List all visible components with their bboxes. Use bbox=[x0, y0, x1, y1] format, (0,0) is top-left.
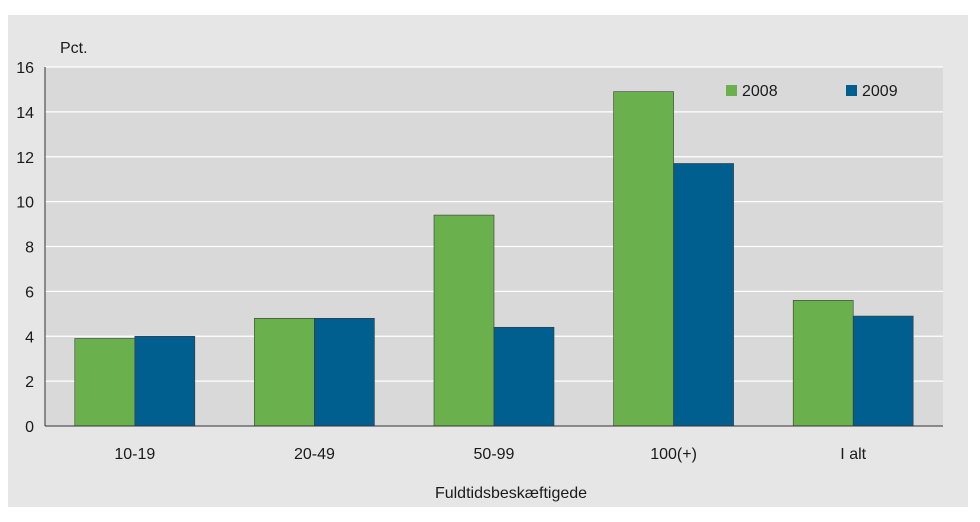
x-tick-label: 50-99 bbox=[474, 446, 515, 463]
bar-2009-I alt bbox=[852, 315, 914, 427]
bar-2009-50-99 bbox=[493, 326, 555, 427]
y-axis-title: Pct. bbox=[60, 40, 88, 57]
bar-2008-100(+) bbox=[613, 91, 674, 427]
x-tick-label: 10-19 bbox=[114, 446, 155, 463]
x-axis-title: Fuldtidsbeskæftigede bbox=[435, 485, 587, 502]
legend-label-2008: 2008 bbox=[742, 83, 778, 100]
bar-2008-I alt bbox=[792, 300, 854, 427]
y-tick-label: 4 bbox=[25, 329, 34, 346]
bar-2008-20-49 bbox=[254, 317, 315, 427]
chart-figure: 0 2 4 6 8 10 12 14 16 10-19 20-49 50-99 100(+) I alt … bbox=[8, 15, 968, 507]
legend-swatch-2008 bbox=[726, 85, 737, 96]
x-tick-label: 20-49 bbox=[294, 446, 335, 463]
x-tick-label: I alt bbox=[840, 446, 866, 463]
y-tick-label: 2 bbox=[25, 374, 34, 391]
y-tick-label: 12 bbox=[16, 150, 34, 167]
y-tick-label: 14 bbox=[16, 105, 34, 122]
bar-2008-10-19 bbox=[74, 338, 136, 427]
x-tick-label: 100(+) bbox=[650, 446, 697, 463]
y-tick-label: 6 bbox=[25, 284, 34, 301]
y-tick-label: 10 bbox=[16, 195, 34, 212]
bar-2009-10-19 bbox=[134, 335, 196, 427]
legend-label-2009: 2009 bbox=[862, 83, 898, 100]
bar-2008-50-99 bbox=[433, 214, 495, 427]
bar-2009-20-49 bbox=[314, 317, 375, 427]
y-tick-label: 16 bbox=[16, 60, 34, 77]
legend: 2008 2009 bbox=[726, 83, 898, 100]
y-tick-label: 0 bbox=[25, 419, 34, 436]
y-tick-label: 8 bbox=[25, 240, 34, 257]
bar-2009-100(+) bbox=[673, 163, 734, 427]
legend-swatch-2009 bbox=[846, 85, 857, 96]
